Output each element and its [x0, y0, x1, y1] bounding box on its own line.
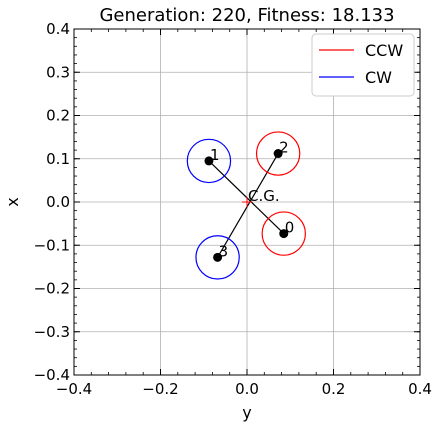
legend-label-ccw: CCW	[365, 41, 403, 60]
rotor-circles	[186, 131, 306, 280]
y-tick-label: −0.4	[34, 366, 70, 384]
y-tick-label: −0.3	[34, 323, 70, 341]
x-tick-label: 0.0	[235, 380, 259, 398]
y-tick-labels: −0.4 −0.3 −0.2 −0.1 0.0 0.1 0.2 0.3 0.4	[34, 20, 70, 384]
y-tick-label: 0.4	[46, 20, 70, 38]
rotor-label-0: 0	[285, 219, 295, 237]
rotor-point-2	[273, 149, 283, 159]
legend-label-cw: CW	[365, 68, 392, 87]
rotor-points	[204, 149, 289, 262]
x-tick-label: 0.4	[408, 380, 432, 398]
x-tick-label: −0.4	[56, 380, 92, 398]
rotor-circle-1	[186, 138, 232, 184]
rotor-label-2: 2	[279, 139, 289, 157]
rotor-circle-3	[195, 235, 240, 280]
rotor-label-1: 1	[210, 146, 220, 164]
x-tick-label: −0.2	[142, 380, 178, 398]
arms	[208, 153, 285, 258]
y-tick-label: −0.1	[34, 236, 70, 254]
y-tick-label: 0.0	[46, 193, 70, 211]
y-tick-label: 0.2	[46, 107, 70, 125]
rotor-point-3	[213, 252, 223, 262]
rotor-label-3: 3	[219, 242, 229, 260]
rotor-point-0	[279, 229, 289, 239]
y-tick-label: 0.1	[46, 150, 70, 168]
rotor-labels: 0 1 2 3	[210, 139, 294, 261]
x-tick-label: 0.2	[322, 380, 346, 398]
x-axis-label: y	[242, 403, 251, 422]
y-axis-label: x	[3, 197, 22, 206]
plot-frame	[73, 28, 421, 376]
chart-title: Generation: 220, Fitness: 18.133	[99, 5, 394, 26]
rotor-arm	[208, 160, 285, 235]
y-tick-label: −0.2	[34, 280, 70, 298]
cg-label: C.G.	[248, 187, 280, 205]
rotor-circle-0	[261, 211, 306, 256]
rotor-circle-2	[255, 131, 301, 176]
rotor-point-1	[204, 156, 214, 166]
legend: CCW CW	[311, 33, 415, 97]
x-tick-labels: −0.4 −0.2 0.0 0.2 0.4	[56, 380, 432, 398]
y-tick-label: 0.3	[46, 63, 70, 81]
cg-marker: C.G.	[242, 187, 280, 207]
rotor-arm	[217, 153, 279, 258]
